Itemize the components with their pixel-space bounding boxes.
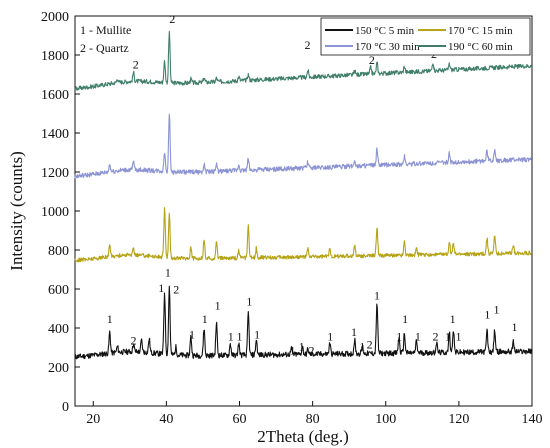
y-tick-label: 600 (48, 283, 69, 298)
legend-box (320, 17, 531, 56)
x-tick-label: 60 (233, 412, 247, 427)
peak-label: 2 (367, 337, 373, 351)
series-line-150-c-5-min (74, 285, 532, 360)
y-tick-label: 2000 (41, 10, 69, 25)
x-axis-title: 2Theta (deg.) (257, 427, 349, 446)
peak-label: 1 (237, 330, 243, 344)
peak-label: 1 (107, 312, 113, 326)
peak-label: 1 (189, 328, 195, 342)
peak-label: 2 (133, 58, 139, 72)
legend-label-170c-30min: 170 °C 30 min (355, 41, 420, 53)
peak-label: 1 (158, 281, 164, 295)
legend-label-170c-15min: 170 °C 15 min (448, 25, 513, 37)
legend: 150 °C 5 min 170 °C 15 min 170 °C 30 min… (320, 17, 531, 56)
peak-label: 2 (369, 53, 375, 67)
peak-label: 1 (484, 307, 490, 321)
peak-label: 2 (432, 330, 438, 344)
peak-label: 1 (290, 343, 296, 357)
peak-label: 2 (130, 334, 136, 348)
y-tick-label: 800 (48, 244, 69, 259)
peak-label: 1 (299, 339, 305, 353)
peak-label: 1 (396, 330, 402, 344)
legend-label-150c-5min: 150 °C 5 min (355, 25, 415, 37)
peak-label: 1 (445, 330, 451, 344)
x-tick-label: 20 (86, 412, 100, 427)
x-tick-label: 120 (448, 412, 469, 427)
legend-label-190c-60min: 190 °C 60 min (448, 41, 513, 53)
series-line-170-c-30-min (74, 113, 533, 179)
x-tick-label: 80 (306, 412, 320, 427)
y-tick-label: 1600 (41, 88, 69, 103)
axis-ticks: 20 40 60 80 100 120 14002004006008001000120014… (41, 10, 543, 427)
phase-key-mullite: 1 - Mullite (80, 23, 131, 37)
peak-label: 1 (246, 295, 252, 309)
peak-label: 1 (228, 330, 234, 344)
peak-label: 1 (202, 312, 208, 326)
phase-key-quartz: 2 - Quartz (80, 41, 129, 55)
peak-label: 1 (359, 339, 365, 353)
y-tick-label: 1800 (41, 49, 69, 64)
peak-label: 1 (215, 298, 221, 312)
peak-label: 1 (415, 330, 421, 344)
peak-label: 1 (494, 302, 500, 316)
peak-label: 1 (165, 265, 171, 279)
x-tick-label: 140 (522, 412, 543, 427)
peak-label: 2 (173, 282, 179, 296)
y-tick-label: 1000 (41, 205, 69, 220)
peak-label: 1 (374, 289, 380, 303)
y-tick-label: 400 (48, 322, 69, 337)
peak-label: 1 (456, 330, 462, 344)
peak-label: 1 (327, 330, 333, 344)
peak-label: 2 (169, 12, 175, 26)
series-curves (74, 30, 533, 360)
y-axis-title: Intensity (counts) (7, 151, 26, 270)
peak-label: 1 (351, 325, 357, 339)
series-line-190-c-60-min (74, 30, 533, 91)
peak-label: 1 (402, 312, 408, 326)
peak-label: 1 (450, 312, 456, 326)
y-tick-label: 200 (48, 361, 69, 376)
peak-label: 2 (309, 343, 315, 357)
x-tick-label: 100 (375, 412, 396, 427)
y-tick-label: 1200 (41, 166, 69, 181)
peak-label: 2 (305, 38, 311, 52)
y-tick-label: 0 (62, 400, 69, 415)
peak-label: 1 (511, 320, 517, 334)
series-line-170-c-15-min (74, 207, 533, 263)
peak-label: 1 (254, 328, 260, 342)
y-tick-label: 1400 (41, 127, 69, 142)
x-tick-label: 40 (159, 412, 173, 427)
